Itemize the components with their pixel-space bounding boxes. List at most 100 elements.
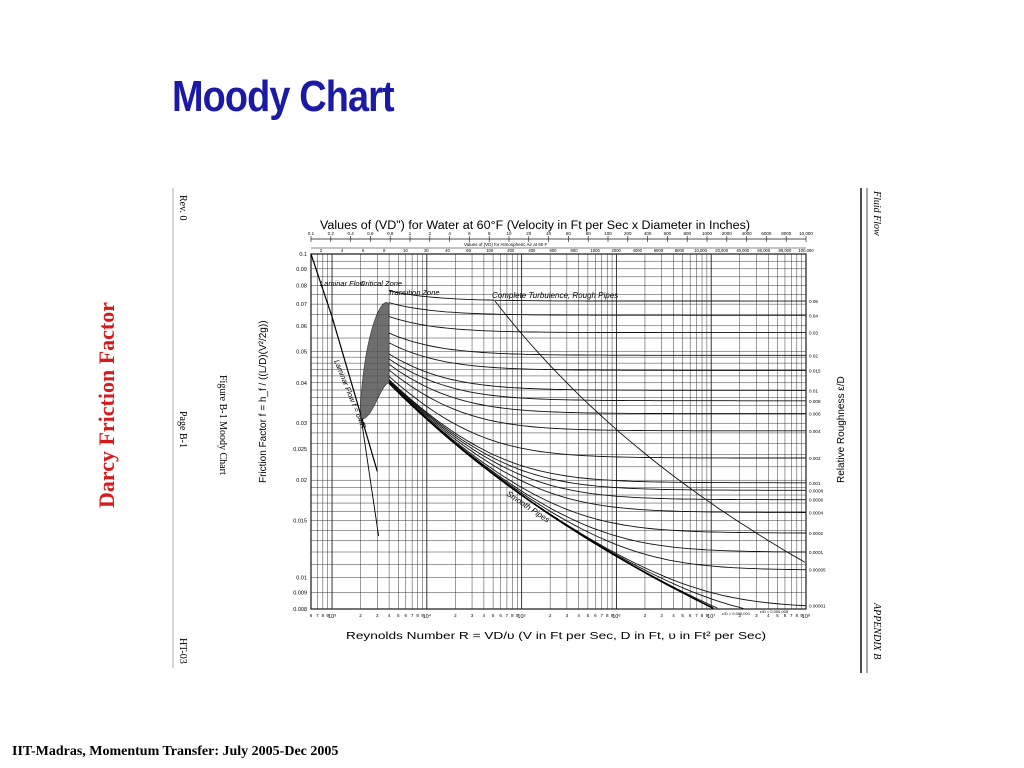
relative-roughness-label: 0.02 (809, 353, 818, 358)
relative-roughness-label: 0.002 (809, 456, 821, 461)
top-scale-label: 8000 (781, 231, 792, 236)
rough-pipe-curve (388, 375, 806, 459)
x-minor-tick-label: 6 (310, 613, 313, 618)
x-decade-label: 10⁴ (423, 613, 432, 620)
top-scale-label: 2 (429, 231, 432, 236)
relative-roughness-label: 0.006 (809, 412, 821, 417)
atm-scale-label: 60,000 (757, 248, 770, 253)
scan-page: Page B-1 (177, 411, 188, 448)
rough-pipe-curve (388, 381, 806, 513)
x-minor-tick-label: 8 (416, 613, 419, 618)
relative-roughness-label: 0.004 (809, 429, 821, 434)
relative-roughness-label: 0.0006 (809, 498, 823, 503)
rough-pipe-curve (388, 379, 806, 491)
top-scale-label: 400 (644, 231, 652, 236)
top-scale-label: 100 (604, 231, 612, 236)
x-minor-tick-label: 6 (499, 613, 502, 618)
y-tick-label: 0.09 (296, 267, 307, 273)
y-axis-side-label: Darcy Friction Factor (94, 301, 119, 509)
top-scale-label: 800 (683, 231, 691, 236)
x-minor-tick-label: 7 (316, 613, 319, 618)
x-minor-tick-label: 4 (672, 613, 675, 618)
x-minor-tick-label: 5 (776, 613, 779, 618)
top-scale-label: 4 (448, 231, 451, 236)
scan-rev: Rev. 0 (177, 195, 188, 220)
atm-scale-label: 80,000 (779, 248, 792, 253)
top-scale-label: 0.4 (347, 231, 354, 236)
y-tick-label: 0.07 (296, 302, 307, 308)
bottom-rr-label: ε/D = 0.000,001 (722, 611, 751, 616)
x-minor-tick-label: 9 (611, 613, 614, 618)
atm-scale-label: 2 (320, 248, 323, 253)
x-minor-tick-label: 2 (549, 613, 552, 618)
rough-pipe-curve (389, 290, 806, 302)
top-scale-label: 1000 (702, 231, 713, 236)
x-decade-label: 10⁶ (612, 613, 620, 620)
scan-doc-id: HT-03 (177, 638, 188, 664)
x-minor-tick-label: 9 (516, 613, 519, 618)
x-minor-tick-label: 6 (784, 613, 787, 618)
atm-scale-label: 200 (507, 248, 515, 253)
y-tick-label: 0.06 (296, 324, 307, 330)
atm-scale-label: 100,000 (798, 248, 814, 253)
rough-pipe-curve (388, 363, 806, 415)
x-minor-tick-label: 5 (681, 613, 684, 618)
relative-roughness-label: 0.04 (809, 313, 818, 318)
y-tick-label: 0.03 (296, 421, 307, 427)
atm-scale-label: 1000 (590, 248, 600, 253)
rough-pipe-curve (388, 382, 806, 534)
rough-pipe-curve (388, 382, 718, 609)
x-minor-tick-label: 9 (800, 613, 803, 618)
y-tick-label: 0.1 (299, 252, 307, 258)
top-scale-label: 20 (526, 231, 532, 236)
smooth-pipe-curve (388, 382, 714, 610)
x-minor-tick-label: 3 (755, 613, 758, 618)
zone-label-laminar: Laminar Flow (320, 279, 366, 288)
moody-chart-scan: Rev. 0 Page B-1 HT-03 Figure B-1 Moody C… (170, 183, 890, 683)
rough-pipe-curve (388, 342, 806, 371)
y-tick-label: 0.025 (293, 447, 307, 453)
rough-pipe-curve (388, 369, 806, 432)
atm-scale-label: 400 (528, 248, 536, 253)
atm-scale-label: 6 (362, 248, 365, 253)
atm-scale-label: 60 (466, 248, 471, 253)
relative-roughness-label: 0.008 (809, 399, 821, 404)
zone-label-smooth-pipes: Smooth Pipes (505, 489, 551, 524)
zone-label-complete-turbulence: Complete Turbulence, Rough Pipes (492, 291, 618, 300)
rough-pipe-curve (388, 353, 806, 391)
x-minor-tick-label: 3 (660, 613, 663, 618)
x-minor-tick-label: 2 (454, 613, 457, 618)
y-tick-label: 0.02 (296, 478, 307, 484)
relative-roughness-label: 0.00001 (809, 604, 826, 609)
atm-scale-label: 8000 (675, 248, 685, 253)
top-scale-label: 6000 (761, 231, 772, 236)
x-minor-tick-label: 6 (689, 613, 692, 618)
atm-scale-label: 40,000 (736, 248, 749, 253)
y-tick-label: 0.009 (293, 590, 307, 596)
x-minor-tick-label: 5 (492, 613, 495, 618)
atm-scale-label: 600 (549, 248, 557, 253)
top-scale-label: 200 (624, 231, 632, 236)
top-scale-label: 80 (586, 231, 592, 236)
x-minor-tick-label: 8 (322, 613, 325, 618)
top-scale-label: 600 (664, 231, 672, 236)
atm-scale-label: 8 (383, 248, 386, 253)
laminar-extension (360, 414, 380, 537)
top-scale-label: 2000 (722, 231, 733, 236)
rough-pipe-curve (388, 379, 806, 484)
x-minor-tick-label: 9 (326, 613, 329, 618)
x-minor-tick-label: 8 (796, 613, 799, 618)
chart-title: Values of (VD") for Water at 60°F (Veloc… (320, 220, 750, 232)
x-minor-tick-label: 4 (767, 613, 770, 618)
rough-pipe-curve (388, 302, 806, 316)
y-tick-label: 0.05 (296, 349, 307, 355)
top-scale-label: 0.1 (308, 231, 315, 236)
atm-scale-label: 20 (424, 248, 429, 253)
x-minor-tick-label: 8 (606, 613, 609, 618)
y-tick-label: 0.015 (293, 519, 307, 525)
atm-scale-label: 10 (403, 248, 408, 253)
atm-scale-label: 4 (341, 248, 344, 253)
relative-roughness-label: 0.001 (809, 481, 821, 486)
scan-appendix: APPENDIX B (871, 602, 882, 659)
